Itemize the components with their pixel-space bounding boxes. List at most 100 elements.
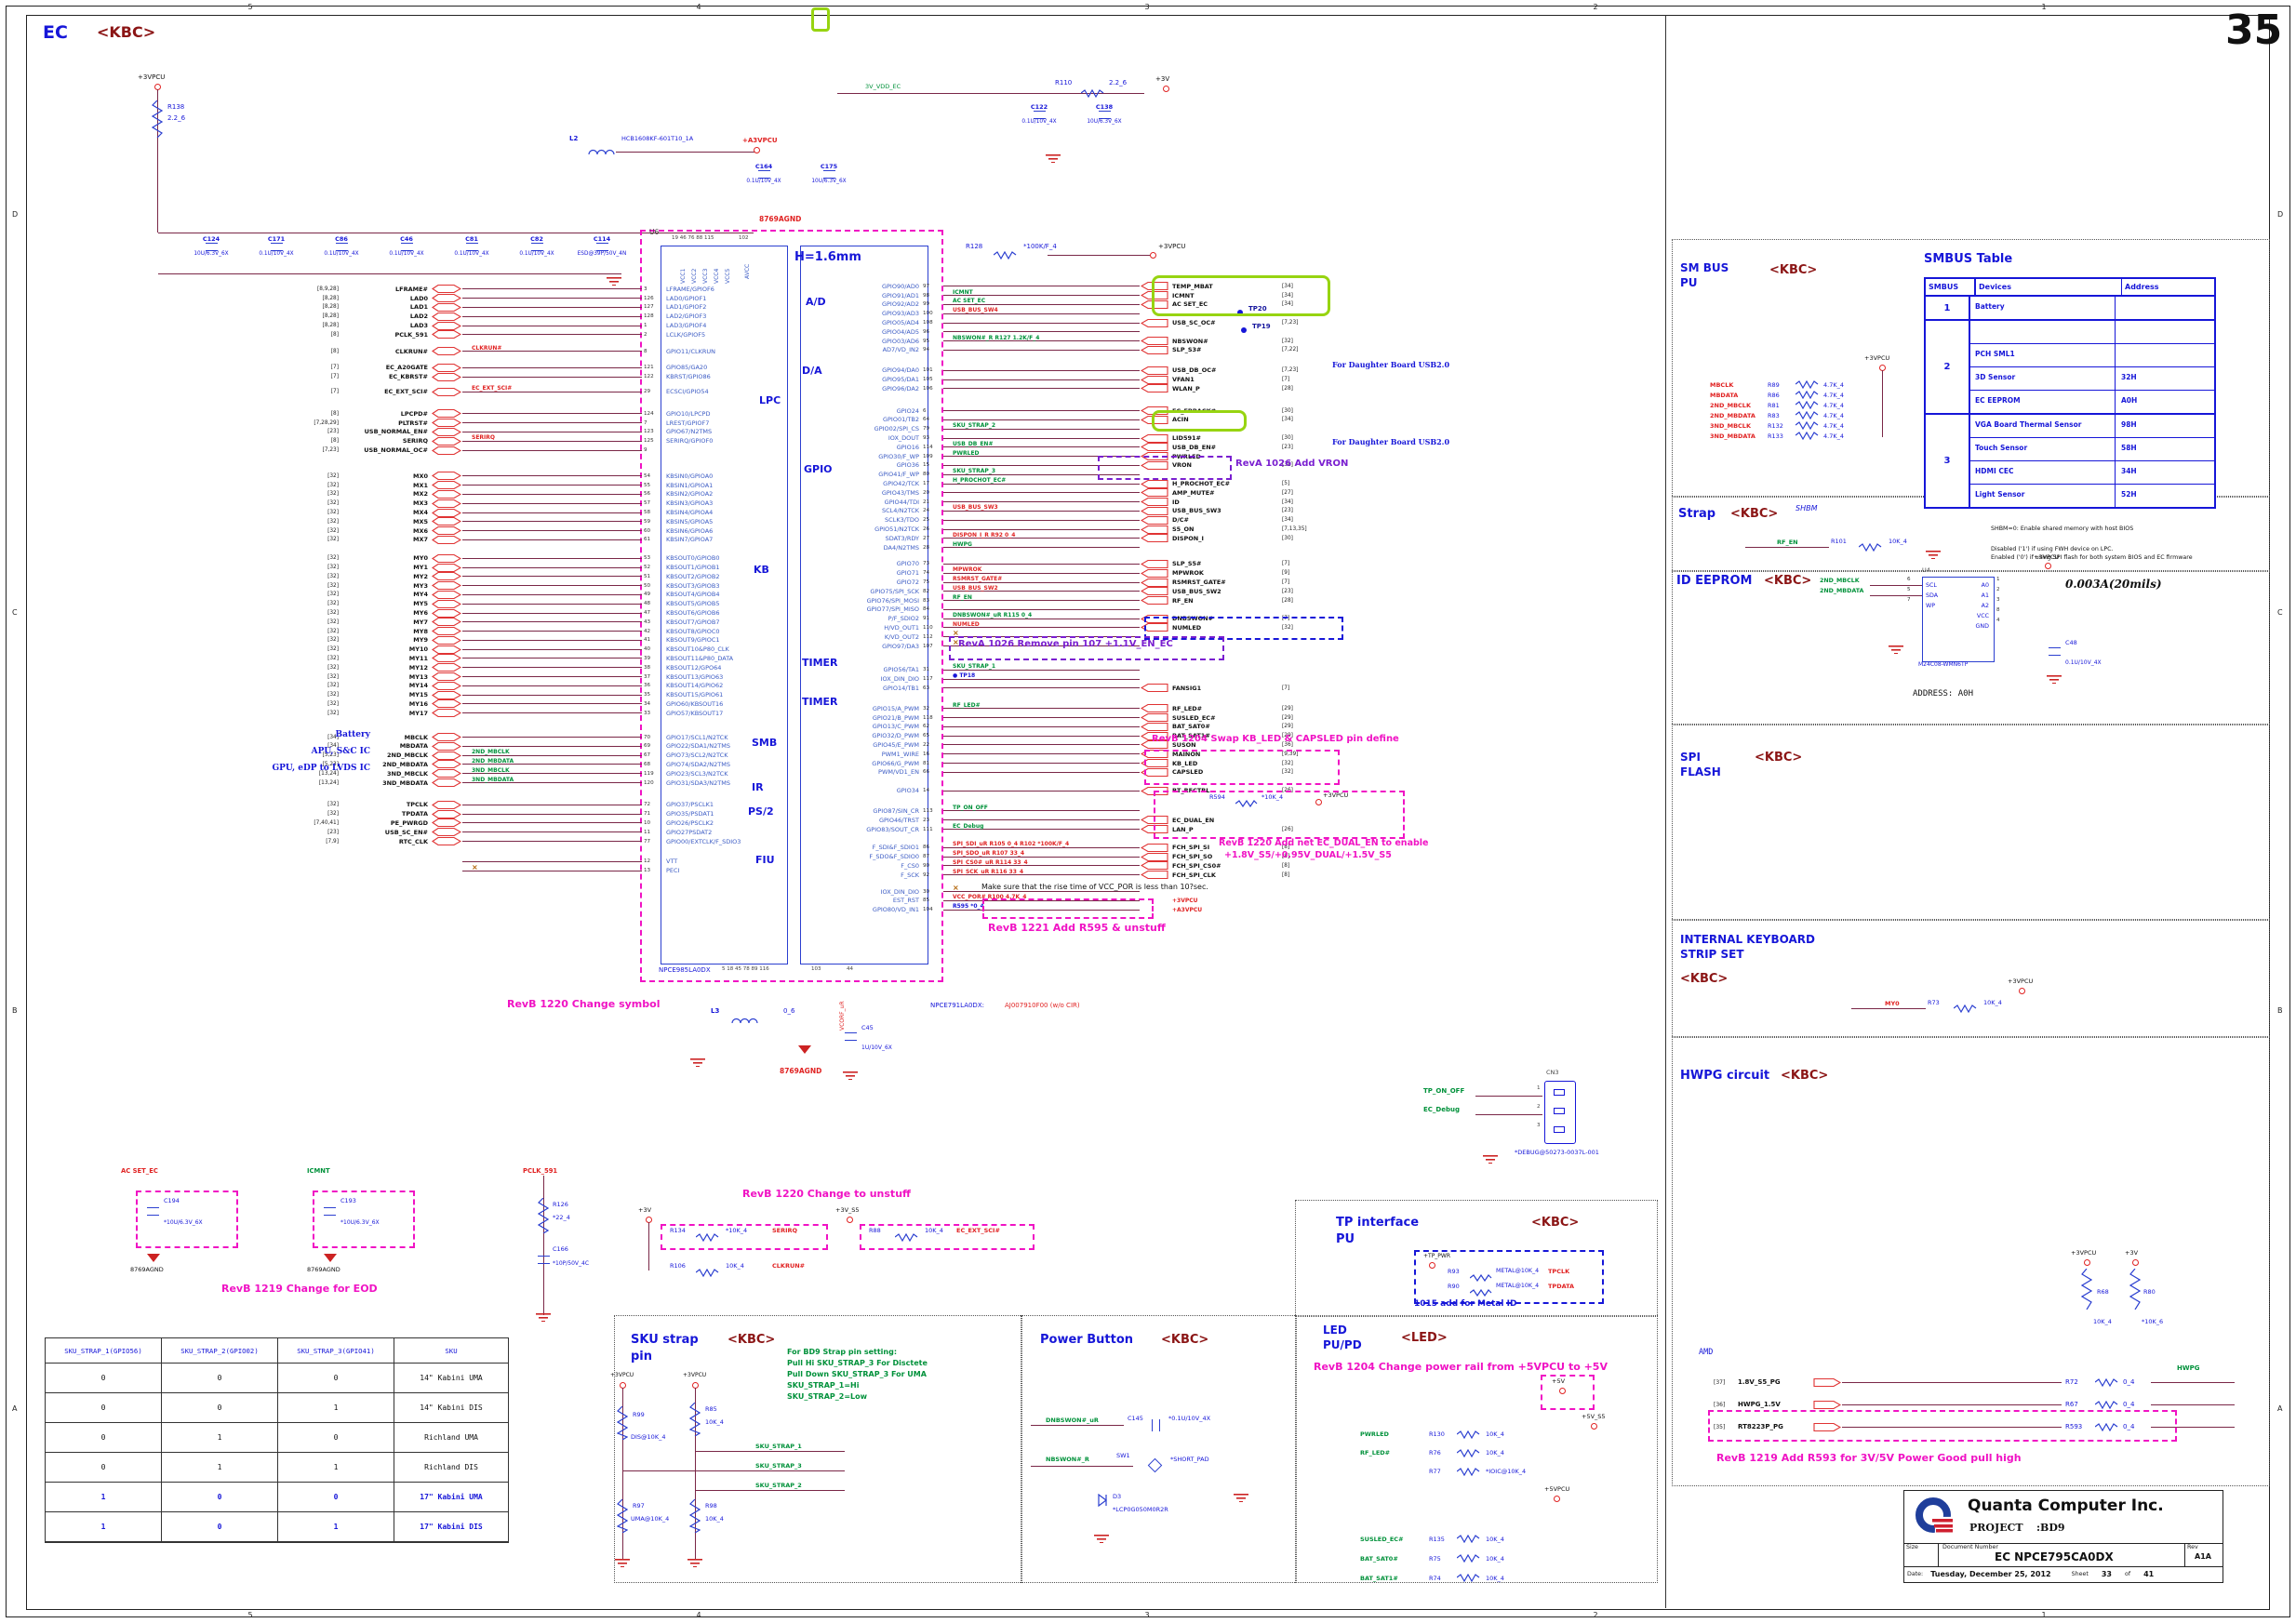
section-timer2: TIMER xyxy=(802,696,838,708)
net-label: RF_LED# xyxy=(1360,1449,1391,1457)
wire: RF_EN xyxy=(943,594,1140,602)
pin-number: 2 xyxy=(1996,587,2000,592)
signal-name: MX3 xyxy=(412,499,428,508)
smbus-group-2: 2 PCH SML1 3D Sensor 32H EC EEPROM A0H xyxy=(1926,321,2214,415)
pin-row: PWM/VD1_EN 66 CAPSLED [32] xyxy=(798,767,1328,777)
net-label: SPI_SDI_uR R105 0_4 R102 *100K/F_4 xyxy=(953,841,1070,848)
pin-row: [32] MY0 53 KBSOUT0/GPIOB0 xyxy=(279,553,791,563)
pin: SCL xyxy=(1926,582,1938,592)
pin-label: GPIO41/F_WP xyxy=(878,471,919,479)
wire xyxy=(943,563,1140,565)
section-da: D/A xyxy=(802,365,822,377)
wire xyxy=(462,413,642,415)
pin-row: [32] MY7 43 KBSOUT7/GPIOB7 xyxy=(279,618,791,627)
signal-name: D/C# xyxy=(1172,516,1189,525)
spiflash-title-1: SPI xyxy=(1680,751,1701,764)
resistor-ref: R86 xyxy=(1768,391,1780,399)
doc-label: Document Number xyxy=(1942,1544,1998,1550)
pin-label: GPIO17/SCL1/N2TCK xyxy=(666,733,728,741)
pin-row: [32] MX5 59 KBSIN5/GPIOA5 xyxy=(279,517,791,526)
net-label: SUSLED_EC# xyxy=(1360,1535,1404,1543)
signal-flag-icon xyxy=(432,581,461,591)
wire xyxy=(943,501,1140,503)
zone-numbers-bottom: 5 4 3 2 1 xyxy=(26,1611,2268,1619)
connector-refdes: CN3 xyxy=(1546,1069,1559,1076)
signal-flag-icon xyxy=(432,800,461,809)
wire xyxy=(1842,1381,2062,1383)
signal-flag-icon xyxy=(432,436,461,446)
pin-label: KBSOUT13/GPIO63 xyxy=(666,672,724,681)
net-label: 2ND_MBCLK xyxy=(1820,578,1860,584)
signal-flag-icon xyxy=(432,690,461,699)
rail-label: +3V_S5 xyxy=(835,1206,860,1214)
pin-label: GPIO04/AD5 xyxy=(881,327,919,336)
shbm-net-label: SHBM xyxy=(1795,504,1818,512)
gnd-icon xyxy=(690,1058,705,1067)
chip-alt-part: NPCE985LA0DX xyxy=(659,966,711,974)
pin-label: KBSOUT15/GPIO61 xyxy=(666,691,724,699)
cell: 17" Kabini UMA xyxy=(394,1483,508,1512)
table-row: 0 0 0 14" Kabini UMA xyxy=(46,1364,508,1393)
cap-ref: C48 xyxy=(2065,639,2077,646)
rail-label: +3VPCU xyxy=(610,1372,634,1378)
skupin-title-2: pin xyxy=(631,1350,653,1364)
signal-name: MX5 xyxy=(412,517,428,525)
net-label: HWPG xyxy=(953,540,972,548)
eeprom-address: ADDRESS: A0H xyxy=(1913,689,1974,698)
pin-row: GPIO71 74 MPWROK MPWROK [9] xyxy=(798,566,1328,578)
cap-value: 0.1U/10V_4X xyxy=(1021,118,1057,125)
pin-label: KBSOUT4/GPIOB4 xyxy=(666,591,720,599)
signal-name: LAN_P xyxy=(1172,825,1194,833)
spiflash-tag: <KBC> xyxy=(1755,751,1803,765)
zone-label: D xyxy=(2277,209,2284,219)
r88-dashed-box xyxy=(860,1224,1035,1250)
table-row: Battery xyxy=(1970,297,2214,319)
capacitor: C164 0.1U/10V_4X xyxy=(731,164,796,184)
signal-flag-icon xyxy=(432,627,461,636)
pin-label: GPIO96/DA2 xyxy=(882,384,919,392)
pin-row: [13,24] 3ND_MBDATA 3ND_MBDATA 120 GPIO31… xyxy=(279,777,791,788)
sheet-refs: [5] xyxy=(1282,481,1290,487)
resistor-ref: R76 xyxy=(1429,1449,1441,1457)
note-pin107: RevA 1026 Remove pin 107 +1.1V_EN_EC xyxy=(958,639,1173,649)
pin-row: [8] CLKRUN# CLKRUN# 8 GPIO11/CLKRUN xyxy=(279,345,791,356)
sheet-refs: [29] xyxy=(1282,733,1293,739)
net-label: TPDATA xyxy=(1548,1283,1575,1290)
numled-dashed-box xyxy=(1144,617,1343,640)
signal-name: USB_SC_OC# xyxy=(1172,319,1216,327)
signal-name: WLAN_P xyxy=(1172,384,1200,392)
table-row-highlight: 1 0 0 17" Kabini UMA xyxy=(46,1483,508,1512)
pin-label: GPIO36 xyxy=(896,461,919,470)
signal-flag-icon xyxy=(432,618,461,627)
resistor-value: 10K_4 xyxy=(1486,1449,1504,1457)
pin-label: GPIO95/DA1 xyxy=(882,376,919,384)
chip-refdes: U6 xyxy=(649,228,660,236)
pin-number: 121 xyxy=(644,365,654,371)
pin-number: 70 xyxy=(644,734,651,740)
resistor-ref: R74 xyxy=(1429,1574,1441,1582)
resistor-icon xyxy=(1795,401,1819,409)
pin-number: 104 xyxy=(923,907,933,913)
address-cell: A0H xyxy=(2115,391,2214,413)
power-node-icon xyxy=(2019,988,2025,994)
smbus-pu-tag: <KBC> xyxy=(1769,263,1818,277)
resistor-value: *IOIC@10K_4 xyxy=(1486,1468,1527,1475)
pin-label: IOX_DIN_DIO xyxy=(880,887,919,896)
pin-row: [32] TPDATA 71 GPIO35/PSDAT1 xyxy=(279,809,791,818)
pin-number: 122 xyxy=(644,374,654,380)
intkb-tag: <KBC> xyxy=(1680,972,1729,986)
pin-row: GPIO13/C_PWM 62 BAT_SAT0# [29] xyxy=(798,722,1328,731)
pin-number: 16 xyxy=(923,751,930,757)
wire xyxy=(462,557,642,559)
pin-label: LCLK/GPIOF5 xyxy=(666,330,706,339)
avcc-pin-label: AVCC xyxy=(744,263,751,279)
wire: CLKRUN# xyxy=(462,345,642,353)
signal-name: 1.8V_S5_PG xyxy=(1738,1378,1781,1386)
net-label: BAT_SAT0# xyxy=(1360,1554,1398,1563)
signal-name: DISPON_I xyxy=(1172,534,1204,542)
pin-row: GPIO51/N2TCK 26 S5_ON [7,13,35] xyxy=(798,525,1328,534)
cap-value: *10U/6.3V_6X xyxy=(340,1219,380,1226)
panel-divider xyxy=(1665,15,1666,1608)
section-power-button xyxy=(1021,1315,1297,1583)
cap-ref: C138 xyxy=(1095,103,1114,111)
